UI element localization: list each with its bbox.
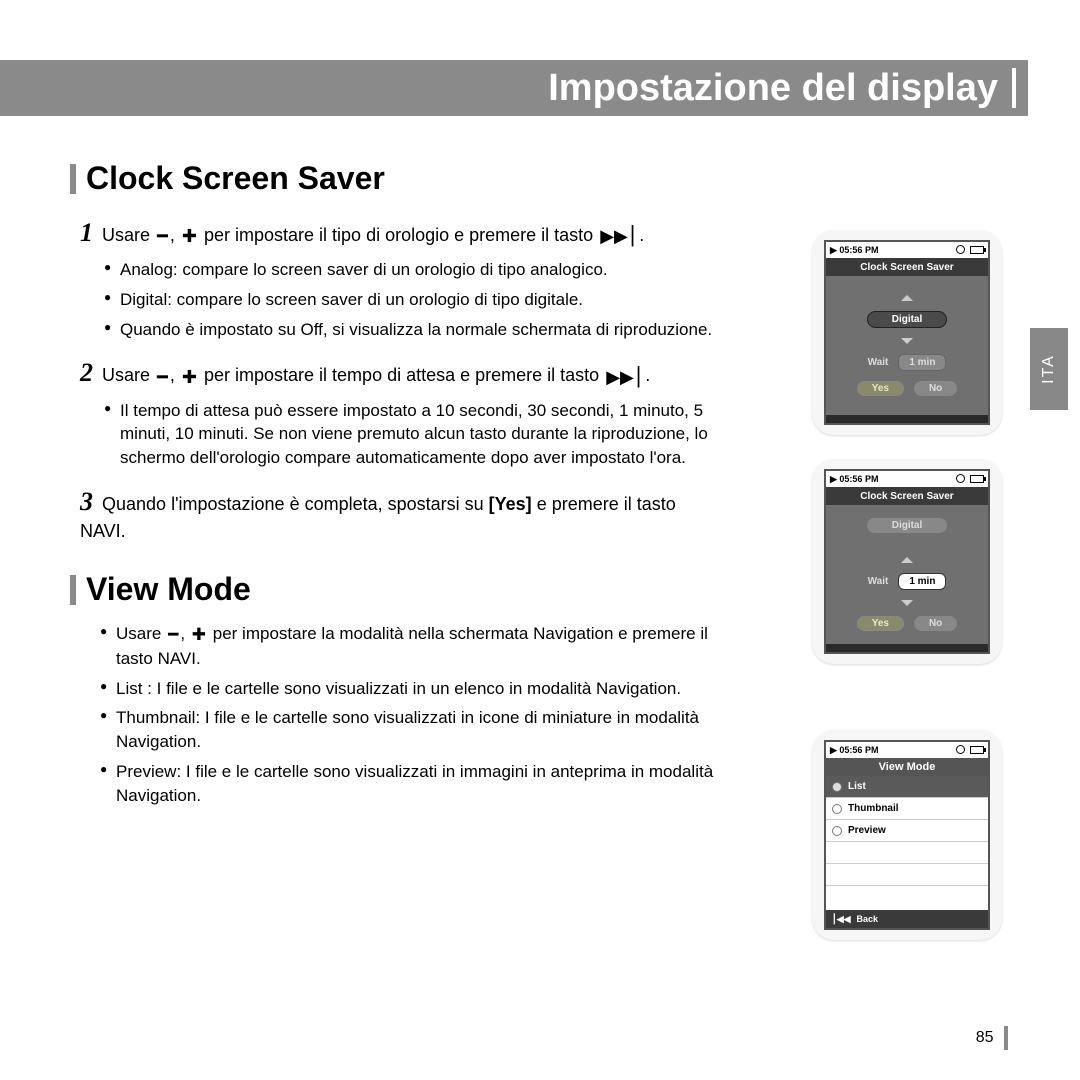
- device-statusbar: ▶ 05:56 PM: [826, 471, 988, 487]
- device-title: View Mode: [826, 758, 988, 776]
- radio-icon: [832, 804, 842, 814]
- header-divider: [1012, 68, 1016, 108]
- list-item-empty: [826, 864, 988, 886]
- chevron-down-icon: [901, 338, 913, 344]
- wait-value-active[interactable]: 1 min: [898, 573, 946, 590]
- page-header: Impostazione del display: [0, 60, 1028, 116]
- bullet: Il tempo di attesa può essere impostato …: [104, 399, 720, 470]
- bullet: Usare ━, ✚ per impostare la modalità nel…: [100, 622, 740, 670]
- bullet: Analog: compare lo screen saver di un or…: [104, 258, 720, 282]
- wait-row: Wait 1 min: [868, 354, 947, 371]
- title-bar-icon: [70, 164, 76, 194]
- chevron-up-icon: [901, 557, 913, 563]
- step-number: 2: [80, 358, 93, 387]
- device-screen-2: ▶ 05:56 PM Clock Screen Saver Digital Wa…: [812, 459, 1002, 664]
- step-number: 3: [80, 487, 93, 516]
- device-screen-3: ▶ 05:56 PM View Mode List Thumbnail Prev…: [812, 730, 1002, 940]
- device-statusbar: ▶ 05:56 PM: [826, 242, 988, 258]
- wait-value[interactable]: 1 min: [898, 354, 946, 371]
- list-item[interactable]: Preview: [826, 820, 988, 842]
- step-1: 1 Usare ━, ✚ per impostare il tipo di or…: [80, 215, 720, 341]
- list-item-empty: [826, 842, 988, 864]
- option-dim[interactable]: Digital: [867, 518, 947, 533]
- no-button[interactable]: No: [914, 381, 957, 396]
- radio-icon: [832, 826, 842, 836]
- device-title: Clock Screen Saver: [826, 258, 988, 276]
- clock-icon: [956, 245, 965, 254]
- clock-icon: [956, 745, 965, 754]
- minus-icon: ━: [157, 365, 168, 389]
- step-2: 2 Usare ━, ✚ per impostare il tempo di a…: [80, 355, 720, 469]
- step-3: 3 Quando l'impostazione è completa, spos…: [80, 484, 720, 543]
- page-number: 85: [976, 1026, 1008, 1050]
- yes-button[interactable]: Yes: [857, 616, 904, 631]
- step1-bullets: Analog: compare lo screen saver di un or…: [104, 258, 720, 341]
- option-selected[interactable]: Digital: [867, 311, 947, 328]
- device-footer: ⎮◀◀ Back: [826, 910, 988, 928]
- device-mockups: ▶ 05:56 PM Clock Screen Saver Digital Wa…: [812, 230, 1012, 964]
- back-button[interactable]: Back: [857, 914, 879, 924]
- list-item[interactable]: Thumbnail: [826, 798, 988, 820]
- language-tab: ITA: [1030, 328, 1068, 410]
- bullet: Quando è impostato su Off, si visualizza…: [104, 318, 720, 342]
- minus-icon: ━: [157, 224, 168, 248]
- plus-icon: ✚: [182, 365, 197, 389]
- device-title: Clock Screen Saver: [826, 487, 988, 505]
- page-bar-icon: [1004, 1026, 1008, 1050]
- bullet: Digital: compare lo screen saver di un o…: [104, 288, 720, 312]
- no-button[interactable]: No: [914, 616, 957, 631]
- device-statusbar: ▶ 05:56 PM: [826, 742, 988, 758]
- next-track-icon: ▶▶⎮: [606, 365, 643, 389]
- chevron-up-icon: [901, 295, 913, 301]
- prev-track-icon: ⎮◀◀: [832, 914, 851, 925]
- minus-icon: ━: [168, 623, 178, 647]
- bullet: Preview: I file e le cartelle sono visua…: [100, 760, 740, 808]
- clock-icon: [956, 474, 965, 483]
- bullet: Thumbnail: I file e le cartelle sono vis…: [100, 706, 740, 754]
- chevron-down-icon: [901, 600, 913, 606]
- title-bar-icon: [70, 575, 76, 605]
- device-screen-1: ▶ 05:56 PM Clock Screen Saver Digital Wa…: [812, 230, 1002, 435]
- battery-icon: [970, 746, 984, 754]
- page-title: Impostazione del display: [548, 67, 998, 110]
- next-track-icon: ▶▶⎮: [600, 224, 637, 248]
- battery-icon: [970, 475, 984, 483]
- bullet: List : I file e le cartelle sono visuali…: [100, 677, 740, 701]
- view-mode-list: List Thumbnail Preview: [826, 776, 988, 910]
- plus-icon: ✚: [182, 224, 197, 248]
- yes-button[interactable]: Yes: [857, 381, 904, 396]
- battery-icon: [970, 246, 984, 254]
- step-number: 1: [80, 218, 93, 247]
- section-title-clock: Clock Screen Saver: [70, 160, 1020, 197]
- list-item-selected[interactable]: List: [826, 776, 988, 798]
- wait-row: Wait 1 min: [868, 573, 947, 590]
- step2-bullets: Il tempo di attesa può essere impostato …: [104, 399, 720, 470]
- plus-icon: ✚: [192, 623, 206, 647]
- radio-icon: [832, 782, 842, 792]
